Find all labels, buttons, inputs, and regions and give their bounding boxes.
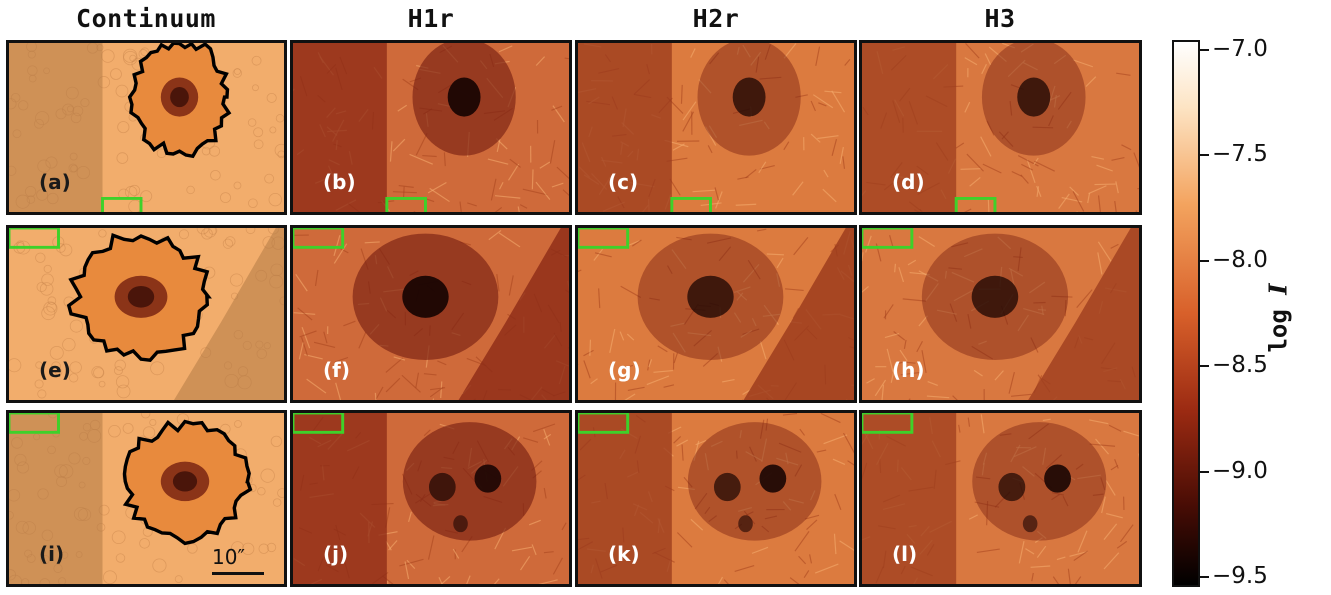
- panel-label: (j): [323, 542, 349, 566]
- colorbar-gradient: [1174, 42, 1198, 585]
- panel-k: (k): [575, 410, 857, 587]
- colorbar-tick-label: −7.5: [1212, 141, 1268, 168]
- panel-label: (k): [608, 542, 640, 566]
- panel-image: [9, 413, 284, 584]
- panel-label: (a): [39, 170, 71, 194]
- panel-label: (l): [892, 542, 918, 566]
- colorbar-title: log I: [1264, 283, 1293, 352]
- panel-label: (g): [608, 358, 641, 382]
- panel-label: (b): [323, 170, 356, 194]
- colorbar-tick-label: −9.0: [1212, 457, 1268, 484]
- colorbar-tick: [1200, 259, 1209, 262]
- panel-d: (d): [859, 40, 1142, 215]
- panel-image: [578, 228, 854, 400]
- panel-image: [9, 43, 284, 212]
- colorbar-tick: [1200, 470, 1209, 473]
- panel-g: (g): [575, 225, 857, 403]
- panel-image: [293, 228, 569, 400]
- panel-image: [862, 43, 1139, 212]
- panel-image: [862, 413, 1139, 584]
- panel-image: [578, 43, 854, 212]
- panel-b: (b): [290, 40, 572, 215]
- panel-label: (c): [608, 170, 639, 194]
- panel-label: (e): [39, 358, 71, 382]
- panel-f: (f): [290, 225, 572, 403]
- panel-i: (i): [6, 410, 287, 587]
- panel-label: (h): [892, 358, 925, 382]
- column-title-h2r: H2r: [692, 4, 740, 33]
- colorbar-tick-label: −7.0: [1212, 36, 1268, 62]
- panel-image: [293, 43, 569, 212]
- panel-image: [578, 413, 854, 584]
- panel-label: (f): [323, 358, 350, 382]
- panel-e: (e): [6, 225, 287, 403]
- panel-label: (i): [39, 542, 65, 566]
- panel-image: [293, 413, 569, 584]
- scale-bar: 10″: [212, 545, 264, 575]
- colorbar-tick-label: −9.5: [1212, 563, 1268, 589]
- panel-image: [9, 228, 284, 400]
- panel-l: (l): [859, 410, 1142, 587]
- panel-label: (d): [892, 170, 925, 194]
- scale-bar-label: 10″: [212, 545, 245, 569]
- panel-c: (c): [575, 40, 857, 215]
- colorbar: [1172, 40, 1200, 587]
- scale-bar-line: [212, 572, 264, 575]
- colorbar-tick: [1200, 365, 1209, 368]
- colorbar-tick-label: −8.5: [1212, 352, 1268, 379]
- colorbar-tick-label: −8.0: [1212, 246, 1268, 273]
- colorbar-tick: [1200, 49, 1209, 51]
- panel-image: [862, 228, 1139, 400]
- column-title-h1r: H1r: [407, 4, 455, 33]
- column-title-h3: H3: [984, 4, 1016, 33]
- colorbar-title-variable: I: [1263, 283, 1293, 295]
- panel-h: (h): [859, 225, 1142, 403]
- panel-a: (a): [6, 40, 287, 215]
- colorbar-title-text: log: [1264, 294, 1293, 353]
- colorbar-tick: [1200, 154, 1209, 157]
- panel-j: (j): [290, 410, 572, 587]
- column-title-continuum: Continuum: [76, 4, 216, 33]
- colorbar-tick: [1200, 576, 1209, 578]
